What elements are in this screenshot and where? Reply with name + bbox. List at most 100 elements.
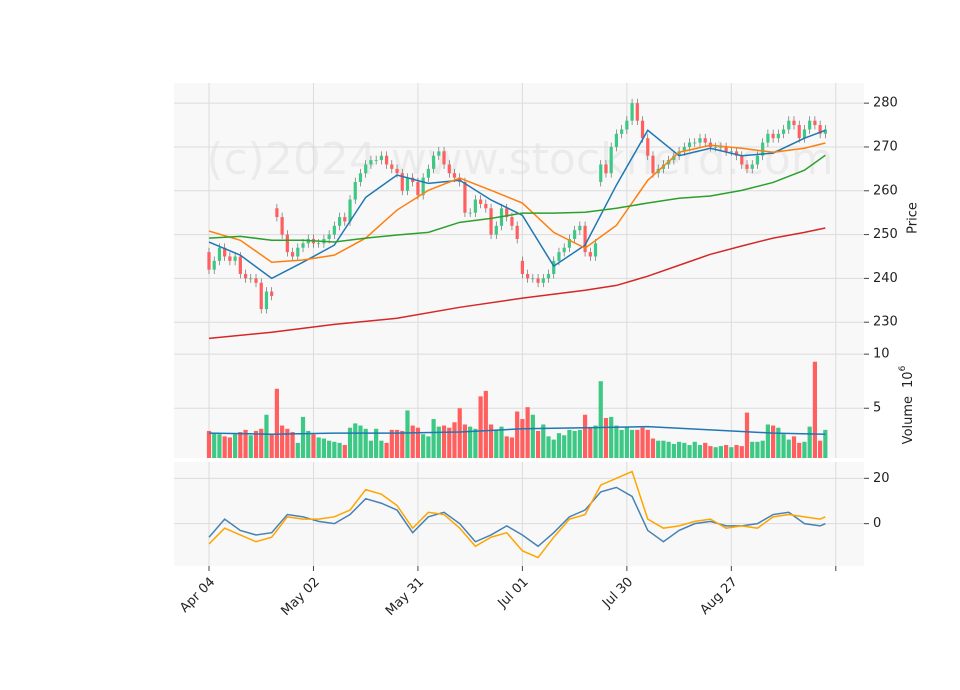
line [208,425,826,435]
volume-axis-label: Volume 106 [898,365,916,444]
candle-body [296,247,300,257]
volume-bar [285,428,290,458]
volume-bar [546,436,551,458]
volume-bar [353,423,358,458]
candle-body [515,225,519,239]
candle-body [416,182,420,196]
volume-bar [405,410,410,458]
volume-bar [525,407,530,458]
volume-bar [692,441,697,458]
candle-body [358,173,363,183]
candle-body [452,173,457,178]
volume-bar [603,417,609,458]
volume-bar [515,411,520,458]
candle-body [395,168,399,174]
candle-body [802,129,807,139]
volume-bar [687,445,692,458]
candle-body [541,278,545,283]
candle-body [249,278,253,280]
volume-bar [478,396,483,458]
y-tick-label: 280 [873,96,898,111]
volume-bar [781,434,786,458]
candle-body [761,142,765,156]
volume-bar [734,445,739,458]
price-axis-label: Price [906,202,921,234]
candle-body [625,120,629,130]
volume-bar [306,430,311,458]
x-tick-label: Aug 27 [697,575,740,618]
volume-bar [713,447,718,458]
volume-bar [656,440,661,458]
volume-bar [562,435,567,458]
volume-bar [629,429,635,458]
candle-body [421,177,425,196]
candle-body [771,133,775,139]
volume-bar [504,436,509,458]
candle-body [672,155,676,161]
volume-bar [436,426,441,458]
candle-body [573,230,577,239]
candle-body [635,103,639,121]
price-panel [174,83,864,352]
volume-bar [316,437,321,458]
volume-bar [771,425,776,458]
volume-bar [206,430,212,458]
candle-body [390,164,394,169]
candle-body [489,208,493,235]
candle-body [620,129,624,134]
volume-bar [415,427,421,458]
candle-body [640,120,645,139]
volume-bar [441,425,447,458]
candle-body [494,225,498,235]
volume-bar [259,428,264,458]
volume-bar [358,425,363,458]
y-tick-label: 230 [873,315,898,330]
y-tick-label: 20 [873,471,890,486]
volume-bar [227,437,232,458]
volume-bar [337,442,342,458]
candle-body [238,256,242,275]
volume-bar [374,428,379,458]
candle-body [719,146,723,148]
candle-body [693,142,697,144]
volume-bar [802,441,807,458]
volume-bar [765,424,770,458]
candle-body [687,142,692,147]
volume-bar [264,414,269,458]
candle-body [426,168,430,178]
volume-bar [797,442,802,458]
candle-body [384,155,389,165]
volume-bar [342,445,347,458]
volume-bar [457,408,462,458]
volume-bar [217,434,222,458]
candle-body [337,217,342,226]
volume-bar [530,414,535,458]
volume-bar [290,432,295,458]
volume-bar [535,430,541,458]
volume-bar [332,441,337,458]
line [208,142,826,263]
candle-body [818,125,822,134]
volume-bar [509,437,515,458]
candle-body [223,247,227,257]
volume-bar [379,440,384,458]
volume-bar [520,419,525,458]
volume-bar [755,441,760,458]
y-tick-label: 10 [873,347,890,362]
candle-body [651,155,655,174]
volume-bar [421,434,426,458]
candle-body [280,217,284,235]
candle-body [593,243,598,257]
volume-bar [243,429,248,458]
volume-label: Volume [901,396,916,444]
candle-body [254,278,258,283]
volume-bar [389,429,394,458]
volume-bar [661,440,666,458]
volume-bar [577,429,582,458]
volume-bar [300,416,306,458]
candle-body [808,120,812,130]
volume-bar [812,361,818,458]
oscillator-panel [174,462,864,566]
candle-body [510,217,514,226]
volume-bar [462,424,468,458]
